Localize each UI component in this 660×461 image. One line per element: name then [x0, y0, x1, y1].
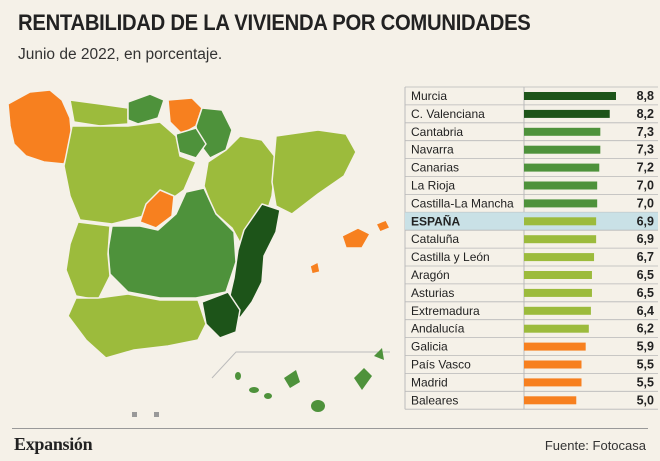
value-label: 5,0 [637, 393, 654, 407]
ceuta-marker [132, 412, 137, 417]
category-label: Aragón [411, 268, 450, 282]
value-label: 5,5 [637, 375, 654, 389]
value-label: 7,2 [637, 161, 654, 175]
bar [524, 324, 589, 333]
category-label: Cantabria [411, 125, 463, 139]
bar [524, 235, 597, 244]
region-c-valenciana [227, 203, 281, 319]
category-label: Baleares [411, 393, 458, 407]
value-label: 7,3 [637, 125, 654, 139]
category-label: Asturias [411, 286, 454, 300]
category-label: Cataluña [411, 232, 459, 246]
region-andalucia [67, 293, 207, 359]
bar [524, 360, 582, 369]
category-label: Navarra [411, 143, 454, 157]
region-baleares-ibiza [309, 261, 321, 275]
footer-divider [12, 428, 648, 429]
value-label: 6,9 [637, 232, 654, 246]
category-label: Murcia [411, 89, 447, 103]
value-label: 6,7 [637, 250, 654, 264]
region-baleares-menorca [375, 219, 391, 233]
value-label: 6,9 [637, 214, 654, 228]
bar [524, 163, 600, 172]
category-label: Castilla-La Mancha [411, 196, 514, 210]
value-label: 6,4 [637, 304, 654, 318]
region-cataluna [271, 129, 357, 215]
bar [524, 342, 586, 351]
bar [524, 288, 592, 297]
category-label: C. Valenciana [411, 107, 485, 121]
value-label: 8,8 [637, 89, 654, 103]
value-label: 5,5 [637, 358, 654, 372]
category-label: Castilla y León [411, 250, 490, 264]
region-canarias [235, 348, 384, 412]
value-label: 7,3 [637, 143, 654, 157]
category-label: Extremadura [411, 304, 480, 318]
bar [524, 127, 601, 136]
source-note: Fuente: Fotocasa [544, 438, 646, 453]
region-cantabria [127, 93, 165, 125]
value-label: 5,9 [637, 340, 654, 354]
canarias-inset-frame [211, 351, 390, 379]
bar [524, 181, 598, 190]
value-label: 6,2 [637, 322, 654, 336]
bar [524, 109, 610, 118]
expansion-logo: Expansión [14, 434, 93, 454]
bar [524, 253, 595, 262]
value-label: 6,5 [637, 268, 654, 282]
bar [524, 271, 592, 279]
value-label: 7,0 [637, 179, 654, 193]
category-label: País Vasco [411, 358, 471, 372]
category-label: Canarias [411, 161, 459, 175]
bar [524, 396, 577, 405]
melilla-marker [154, 412, 159, 417]
value-label: 8,2 [637, 107, 654, 121]
value-label: 6,5 [637, 286, 654, 300]
bar [524, 306, 591, 315]
bar [524, 378, 582, 387]
category-label: Madrid [411, 375, 448, 389]
region-baleares [341, 227, 371, 249]
spain-choropleth-map [7, 89, 391, 417]
bar [524, 199, 598, 208]
value-label: 7,0 [637, 196, 654, 210]
region-castilla-la-mancha [107, 187, 237, 299]
chart-title: RENTABILIDAD DE LA VIVIENDA POR COMUNIDA… [18, 10, 531, 35]
bar [524, 92, 616, 100]
bar [524, 145, 601, 154]
category-label: La Rioja [411, 179, 455, 193]
region-asturias [69, 99, 129, 127]
category-label: ESPAÑA [411, 213, 460, 228]
category-label: Andalucía [411, 322, 465, 336]
category-label: Galicia [411, 340, 448, 354]
region-madrid [139, 189, 175, 229]
bar [524, 217, 597, 226]
chart-subtitle: Junio de 2022, en porcentaje. [18, 46, 223, 63]
